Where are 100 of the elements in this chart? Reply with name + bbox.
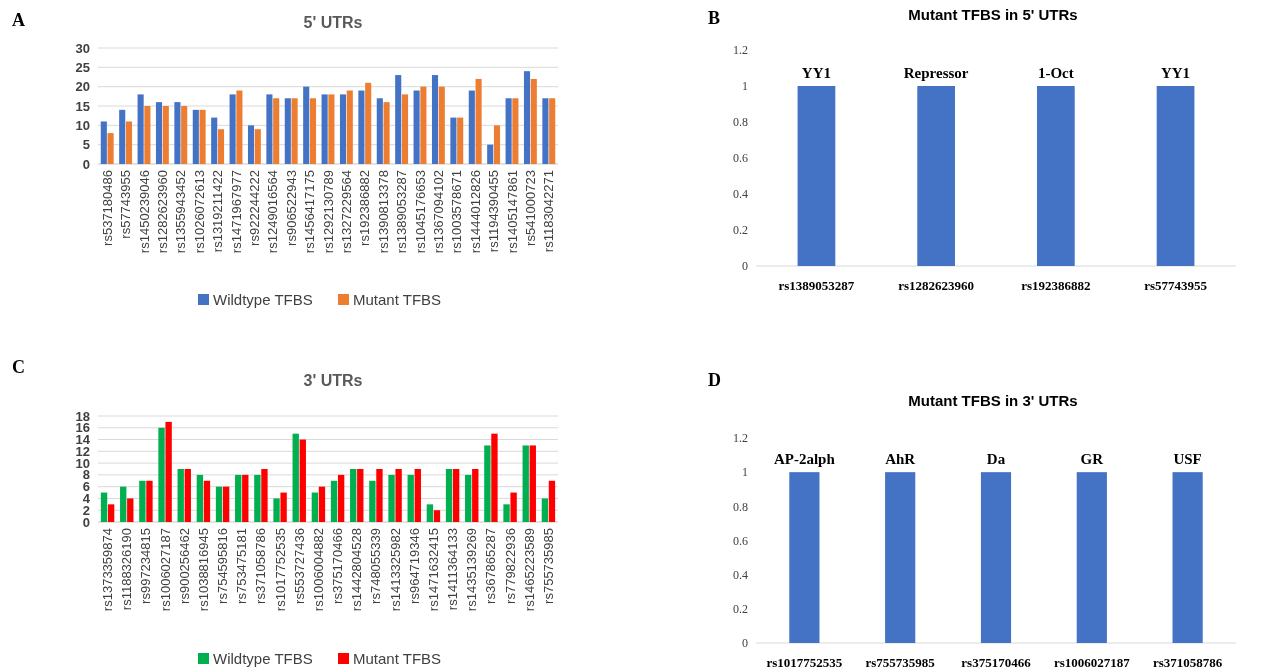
bar: [165, 421, 172, 522]
bar: [174, 102, 181, 164]
x-tick-label: rs1282623960: [154, 170, 170, 254]
annotation: Repressor: [903, 65, 969, 81]
legend-label: Mutant TFBS: [353, 650, 442, 668]
x-tick-label: rs1003578671: [449, 170, 465, 254]
text: A: [12, 10, 25, 30]
bar: [357, 469, 364, 522]
x-tick-label: rs754595816: [215, 528, 231, 604]
bar: [491, 433, 498, 522]
bar: [222, 486, 230, 522]
bar: [376, 469, 383, 522]
bar: [487, 144, 494, 164]
bar: [199, 109, 206, 164]
bar: [414, 469, 421, 522]
x-tick-label: rs1413325982: [387, 528, 403, 612]
x-tick-label: rs57743955: [118, 170, 134, 239]
x-tick-label: rs755735985: [865, 655, 936, 670]
bar: [369, 480, 376, 522]
bar: [383, 102, 390, 164]
y-tick-label: 1: [742, 465, 748, 480]
bar: [215, 486, 223, 522]
x-tick-label: rs1249016564: [265, 170, 281, 254]
bar: [242, 474, 249, 522]
bar: [388, 474, 395, 522]
x-tick-label: rs1405147861: [504, 170, 520, 254]
bar: [468, 90, 475, 164]
bar: [127, 498, 134, 522]
bar: [247, 125, 255, 164]
bar: [125, 121, 133, 164]
bar: [284, 98, 291, 164]
x-tick-label: rs375170466: [330, 528, 346, 604]
bar: [452, 469, 460, 522]
y-tick-label: 0.6: [733, 533, 748, 548]
bar: [445, 469, 453, 522]
bar: [457, 117, 464, 164]
x-tick-label: rs1026072613: [191, 170, 207, 254]
bar: [337, 474, 345, 522]
x-tick-label: rs1006027187: [1053, 655, 1131, 670]
x-tick-label: rs1319211422: [210, 170, 226, 253]
bar: [137, 94, 144, 164]
bar: [407, 474, 414, 522]
text: B: [708, 8, 721, 28]
chart-title: Mutant TFBS in 3' UTRs: [908, 392, 1078, 409]
y-tick-label: 5: [82, 137, 90, 153]
bar: [192, 109, 199, 164]
annotation: GR: [1080, 451, 1104, 468]
bar: [503, 504, 510, 522]
bar: [100, 492, 108, 522]
x-tick-label: rs1442804528: [349, 528, 365, 612]
x-tick-label: rs997234815: [138, 528, 154, 604]
x-tick-label: rs1188326190: [119, 528, 135, 611]
bar: [328, 94, 335, 164]
legend-label: Wildtype TFBS: [213, 650, 313, 668]
x-tick-label: rs906522943: [283, 170, 299, 246]
x-tick-label: rs1444012826: [467, 170, 483, 254]
bar: [155, 102, 163, 164]
x-tick-label: rs1006004882: [310, 528, 326, 612]
annotation: USF: [1173, 451, 1202, 468]
bar: [303, 86, 310, 164]
y-tick-label: 0: [82, 156, 90, 172]
bar: [350, 469, 357, 522]
bar: [420, 86, 427, 164]
x-tick-label: rs371058786: [253, 528, 269, 604]
bar: [184, 469, 191, 522]
bar: [254, 474, 261, 522]
y-tick-label: 0.4: [733, 567, 748, 582]
x-tick-label: rs1367094102: [430, 170, 446, 254]
x-tick-label: rs755735985: [540, 528, 556, 604]
x-tick-label: rs753475181: [234, 528, 250, 604]
bar: [376, 98, 383, 164]
bar: [162, 106, 169, 164]
x-tick-label: rs748055339: [368, 528, 384, 604]
bar: [299, 439, 306, 522]
bar: [280, 492, 287, 522]
y-tick-label: 0.2: [733, 223, 748, 238]
x-tick-label: rs1471632415: [425, 528, 441, 612]
bar: [549, 98, 556, 164]
bar: [177, 469, 184, 522]
bar: [100, 121, 107, 164]
annotation: YY1: [801, 65, 832, 81]
bar: [522, 445, 529, 522]
bar: [292, 433, 299, 522]
x-tick-label: rs1194390455: [486, 170, 502, 253]
y-tick-label: 15: [75, 98, 90, 114]
bar: [236, 90, 243, 164]
annotation: YY1: [1160, 65, 1191, 81]
bar: [523, 71, 531, 164]
chart-title: 5' UTRs: [303, 14, 363, 31]
bar: [266, 94, 273, 164]
bar: [472, 469, 479, 522]
y-tick-label: 30: [75, 40, 90, 56]
bar: [465, 474, 472, 522]
annotation: 1-Oct: [1037, 65, 1074, 81]
x-tick-label: rs1389053287: [778, 278, 855, 293]
x-tick-label: rs192386882: [357, 170, 373, 246]
bar: [530, 78, 537, 164]
bar: [512, 98, 519, 164]
bar: [235, 474, 242, 522]
x-tick-label: rs553727436: [291, 528, 307, 604]
